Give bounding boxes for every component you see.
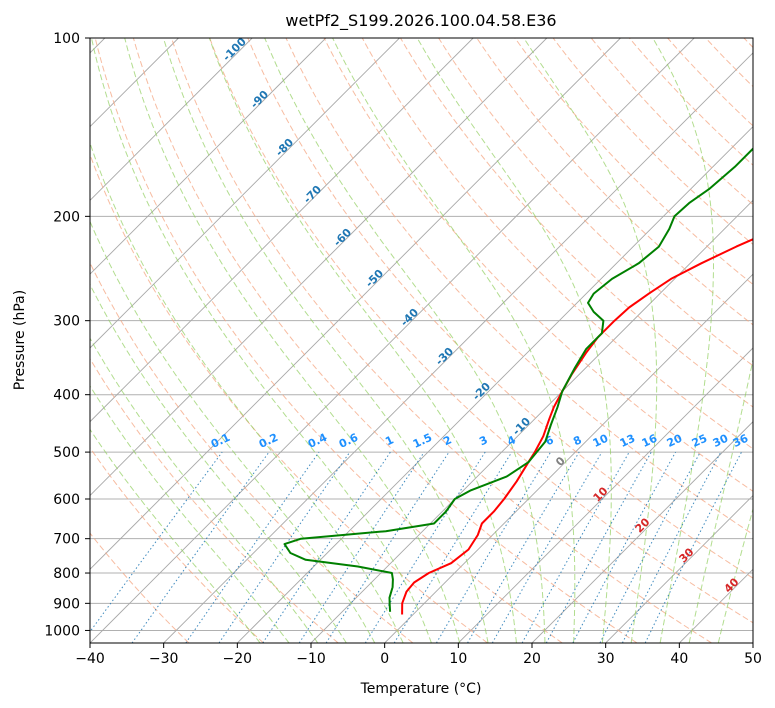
dry-adiabat-line (94, 38, 563, 643)
dry-adiabat-line (209, 38, 753, 624)
x-tick-label: −30 (149, 651, 179, 667)
isotherm-line (237, 125, 753, 643)
moist-adiabat-line (162, 38, 489, 643)
moist-adiabat-line (208, 38, 517, 643)
moist-adiabat-line (332, 38, 576, 643)
mixing-ratio-label: 30 (711, 432, 731, 450)
isotherm-line (90, 38, 474, 423)
x-tick-label: 20 (523, 651, 541, 667)
x-tick-label: 50 (744, 651, 762, 667)
moist-adiabat-line (90, 385, 290, 643)
y-tick-label: 400 (53, 388, 80, 404)
moist-adiabat-line (90, 220, 376, 643)
mixing-ratio-line (364, 451, 486, 643)
mixing-ratio-line (572, 451, 677, 643)
dry-adiabat-line (285, 38, 753, 535)
mixing-ratio-line (545, 451, 652, 643)
y-tick-label: 800 (53, 566, 80, 582)
isotherm-line (163, 52, 753, 643)
moist-adiabat-line (652, 38, 714, 643)
y-tick-label: 100 (53, 31, 80, 47)
x-tick-label: −10 (296, 651, 326, 667)
x-tick-label: −20 (223, 651, 253, 667)
mixing-ratio-label: 13 (618, 432, 637, 450)
moist-adiabat-line (688, 357, 753, 643)
mixing-ratio-line (467, 451, 580, 643)
temperature-line (401, 238, 753, 615)
moist-adiabat-line (90, 141, 404, 643)
isotherm-line (605, 494, 753, 643)
plot-frame (89, 37, 754, 644)
x-tick-label: 40 (670, 651, 688, 667)
x-tick-label: −40 (75, 651, 105, 667)
x-tick-label: 0 (380, 651, 389, 667)
mixing-ratio-line (521, 451, 630, 643)
mixing-ratio-label: 20 (665, 432, 685, 450)
moist-adiabat-line (90, 283, 347, 643)
moist-adiabat-line (264, 38, 546, 643)
moist-adiabat-line (91, 38, 432, 643)
dry-adiabat-line (514, 38, 753, 286)
dry-adiabat-line (247, 38, 753, 579)
dry-adiabat-line (400, 38, 753, 408)
isotherm-line (531, 421, 753, 643)
moist-adiabat-line (124, 38, 461, 643)
mixing-ratio-line (491, 451, 603, 643)
profile-lines (283, 147, 753, 615)
moist-adiabat-line (90, 337, 319, 643)
y-tick-label: 200 (53, 209, 80, 225)
dry-adiabat-line (132, 38, 638, 643)
isotherm-line (458, 347, 753, 643)
moist-adiabat-line (416, 38, 612, 643)
isotherm-line (90, 38, 548, 497)
mixing-ratio-label: 16 (640, 432, 660, 450)
y-tick-label: 1000 (44, 623, 80, 639)
mixing-ratio-label: 10 (591, 432, 611, 450)
dry-adiabat-line (361, 38, 753, 450)
axes: −40 −30 −20 −10 0 10 20 30 40 50 100 200 300 400 500 60… (44, 31, 762, 667)
dry-adiabat-line (323, 38, 753, 492)
x-tick-label: 30 (597, 651, 615, 667)
dry-adiabat-line (90, 261, 414, 643)
x-axis-label: Temperature (°C) (360, 681, 482, 697)
moist-adiabat-line (90, 428, 261, 643)
y-tick-label: 900 (53, 596, 80, 612)
y-axis-label: Pressure (hPa) (12, 290, 28, 390)
dewpoint-line (283, 147, 753, 612)
isotherm-line (90, 38, 400, 349)
isotherm-line (90, 38, 695, 643)
isotherm-line (384, 273, 753, 643)
mixing-ratio-line (393, 451, 513, 643)
mixing-ratio-line (131, 451, 270, 643)
isotherm-line (90, 38, 327, 275)
mixing-ratio-label: 25 (690, 432, 709, 450)
mixing-ratio-line (185, 451, 320, 643)
y-tick-label: 600 (53, 492, 80, 508)
mixing-ratio-label: 36 (731, 432, 751, 450)
dry-adiabat-line (438, 38, 753, 367)
y-tick-label: 500 (53, 445, 80, 461)
x-tick-label: 10 (449, 651, 467, 667)
dry-adiabat-line (90, 532, 190, 643)
dry-adiabat-line (90, 357, 339, 643)
y-tick-label: 700 (53, 532, 80, 548)
isotherm-line (90, 38, 621, 570)
moist-adiabat-line (523, 38, 658, 643)
dry-adiabat-line (552, 38, 753, 246)
mixing-ratio-line (90, 451, 223, 633)
isotherm-line (90, 38, 253, 202)
chart-title: wetPf2_S199.2026.100.04.58.E36 (285, 11, 556, 31)
mixing-ratio-line (218, 451, 351, 643)
y-tick-label: 300 (53, 314, 80, 330)
background-lines (90, 38, 753, 643)
mixing-ratio-line (325, 451, 450, 643)
mixing-ratio-line (435, 451, 552, 643)
